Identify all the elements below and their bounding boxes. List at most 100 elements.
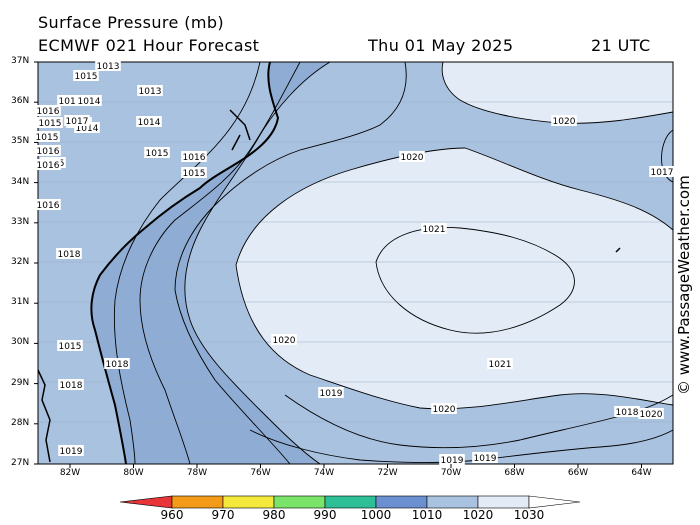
isobar-label: 1020 (431, 403, 457, 415)
longitude-label: 76W (250, 468, 271, 478)
isobar-label: 1019 (318, 387, 344, 399)
latitude-label: 30N (11, 337, 30, 348)
isobar-label: 1020 (399, 151, 425, 163)
isobar-label: 1021 (487, 358, 513, 370)
svg-text:1013: 1013 (139, 87, 162, 97)
svg-text:1015: 1015 (59, 342, 82, 352)
isobar-label: 1014 (74, 122, 100, 134)
longitude-label: 66W (567, 468, 589, 478)
latitude-label: 31N (11, 297, 30, 308)
svg-text:1016: 1016 (37, 147, 60, 157)
longitude-label: 68W (504, 468, 525, 478)
svg-text:1019: 1019 (441, 456, 464, 466)
svg-text:1020: 1020 (640, 410, 663, 420)
isobar-label: 1019 (58, 445, 84, 457)
forecast-subtitle: ECMWF 021 Hour Forecast (38, 36, 260, 55)
svg-text:1020: 1020 (553, 117, 576, 127)
land-mass (38, 62, 278, 464)
latitude-label: 32N (11, 257, 30, 267)
svg-text:1015: 1015 (39, 119, 62, 129)
longitude-label: 64W (631, 468, 652, 478)
colorbar-segment (324, 495, 377, 509)
isobar-label: 1015 (34, 131, 60, 143)
isobar-label: 1016 (35, 199, 61, 211)
isobar-label: 1016 (181, 151, 207, 163)
axis-ticks (34, 61, 642, 468)
isobar-label: 1021 (421, 223, 447, 235)
watermark: © www.PassageWeather.com (675, 175, 693, 395)
svg-text:1021: 1021 (423, 225, 446, 235)
map-title: Surface Pressure (mb) (38, 13, 225, 32)
latitude-label: 27N (11, 458, 30, 468)
longitude-label: 70W (440, 468, 462, 478)
isobar-label: 1017 (649, 166, 675, 178)
isobar-label: 1013 (137, 85, 163, 97)
colorbar-high-cap (528, 495, 581, 509)
longitude-label: 82W (59, 468, 81, 478)
svg-text:1013: 1013 (97, 62, 120, 72)
svg-text:1016: 1016 (37, 201, 60, 211)
svg-text:1014: 1014 (78, 97, 101, 107)
colorbar-segment (171, 495, 224, 509)
colorbar-tick-label: 990 (313, 508, 337, 522)
colorbar-segment (222, 495, 275, 509)
svg-text:1017: 1017 (651, 168, 674, 178)
colorbar-segment (426, 495, 479, 509)
svg-text:1016: 1016 (59, 97, 82, 107)
latitude-label: 37N (11, 56, 30, 66)
svg-text:1019: 1019 (320, 389, 343, 399)
isobar-label: 1019 (439, 454, 465, 466)
isobar-label: 1018 (56, 248, 82, 260)
svg-text:1017: 1017 (66, 117, 89, 127)
pressure-band-high-northeast (442, 62, 673, 124)
svg-text:1015: 1015 (36, 133, 59, 143)
longitude-label: 80W (123, 468, 144, 478)
isobar-label: 1015 (144, 147, 170, 159)
svg-text:1016: 1016 (37, 107, 60, 117)
svg-text:1020: 1020 (273, 336, 296, 346)
colorbar-tick-label: 960 (160, 508, 184, 522)
latitude-label: 28N (11, 417, 30, 428)
svg-text:1020: 1020 (401, 153, 424, 163)
svg-text:1018: 1018 (616, 408, 639, 418)
longitude-label: 78W (186, 468, 208, 478)
isobar-label: 1018 (614, 406, 640, 418)
forecast-date: Thu 01 May 2025 (368, 36, 514, 55)
colorbar-tick-label: 1000 (360, 508, 392, 522)
colorbar-tick-label: 980 (262, 508, 286, 522)
isobar-label: 1015 (37, 117, 63, 129)
watermark-text: © www.PassageWeather.com (675, 175, 693, 395)
latitude-label: 36N (11, 96, 30, 107)
pressure-band-high-center (236, 148, 673, 409)
svg-text:1016: 1016 (183, 153, 206, 163)
svg-text:1014: 1014 (76, 124, 99, 134)
svg-text:1015: 1015 (146, 149, 169, 159)
isobar-label: 1017 (64, 115, 90, 127)
svg-text:1015: 1015 (75, 72, 98, 82)
latitude-label: 35N (11, 136, 30, 147)
isobar-label: 1013 (95, 60, 121, 72)
svg-text:1018: 1018 (106, 360, 129, 370)
isobar-label: 1016 (35, 159, 61, 171)
colorbar-tick-label: 970 (211, 508, 235, 522)
colorbar-segment (477, 495, 530, 509)
isobar-label: 1014 (136, 116, 162, 128)
colorbar (119, 495, 581, 509)
isobar-label: 1020 (551, 115, 577, 127)
isobar-label: 1014 (76, 95, 102, 107)
colorbar-low-cap (119, 495, 173, 509)
svg-text:1014: 1014 (138, 118, 161, 128)
svg-text:1018: 1018 (60, 381, 83, 391)
isobar-label: 1018 (104, 358, 130, 370)
longitude-label: 72W (377, 468, 398, 478)
isobar-label: 1018 (58, 379, 84, 391)
latitude-label: 34N (11, 176, 30, 187)
svg-text:1016: 1016 (37, 161, 60, 171)
isobar-label: 1016 (35, 105, 61, 117)
colorbar-tick-label: 1010 (411, 508, 443, 522)
colorbar-tick-label: 1020 (462, 508, 494, 522)
isobar-label: 1020 (638, 408, 664, 420)
isobar-label: 1016 (35, 145, 61, 157)
colorbar-segment (273, 495, 326, 509)
